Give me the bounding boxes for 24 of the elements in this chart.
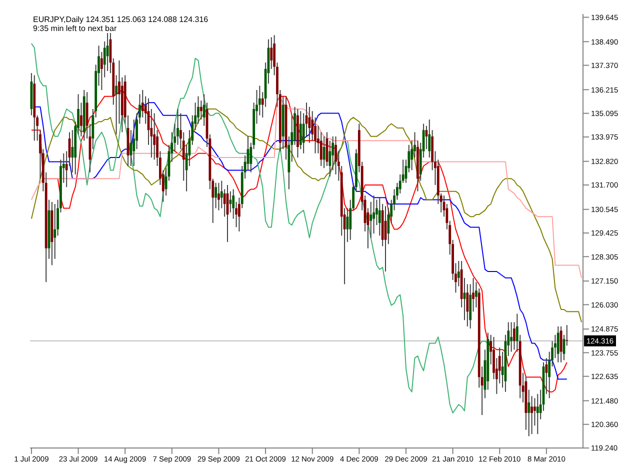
candlestick <box>218 182 220 211</box>
candlestick <box>322 136 326 169</box>
candlestick <box>510 322 513 352</box>
candlestick <box>536 393 539 435</box>
candlestick <box>200 100 202 120</box>
candlestick <box>229 190 232 213</box>
chart-title: EURJPY,Daily 124.351 125.063 124.088 124.316 <box>33 15 208 24</box>
candlestick <box>71 130 74 173</box>
candlestick <box>214 182 217 209</box>
candlestick <box>513 322 516 350</box>
candlestick <box>530 396 533 435</box>
line-series <box>30 98 582 278</box>
candlestick <box>556 326 560 363</box>
candlestick <box>270 36 273 70</box>
candlestick <box>308 106 311 144</box>
candlestick <box>528 389 530 437</box>
candlestick <box>299 110 302 150</box>
line-series <box>30 43 492 414</box>
text: 9:35 min left to next bar <box>33 24 118 33</box>
candlestick <box>560 326 562 363</box>
candlestick <box>54 203 56 260</box>
candlestick <box>378 197 381 236</box>
candlestick <box>566 324 568 346</box>
candlestick <box>372 195 375 234</box>
